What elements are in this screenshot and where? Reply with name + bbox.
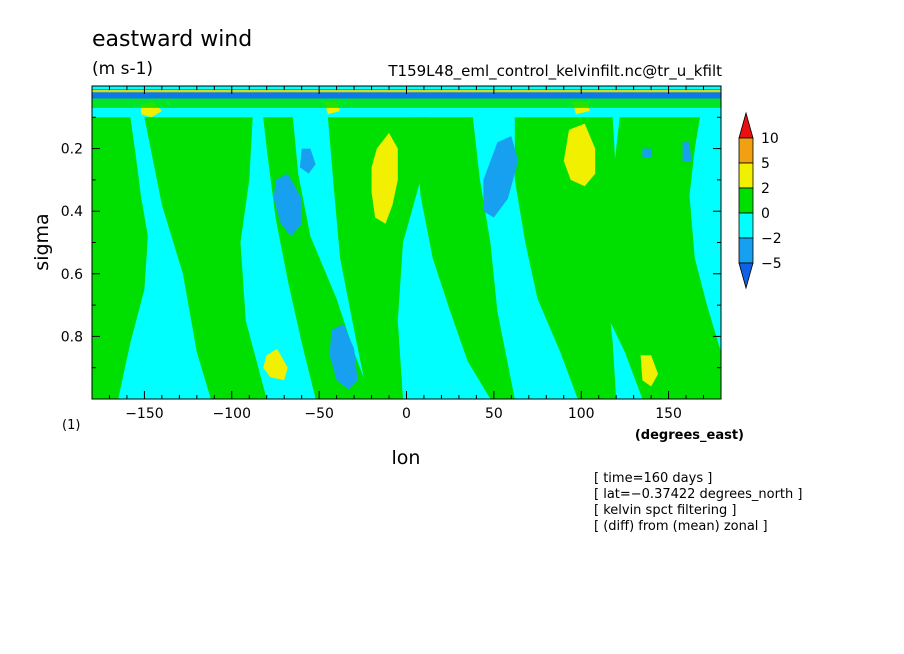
- colorbar-label: 2: [761, 181, 770, 197]
- colorbar: 10 5 2 0 −2 −5: [738, 111, 782, 290]
- contour-region-positive: [263, 348, 288, 381]
- colorbar-label: −2: [761, 231, 782, 247]
- colorbar-swatch: [738, 187, 754, 214]
- x-tick-label: 100: [568, 406, 595, 422]
- colorbar-extend-min: [738, 262, 754, 290]
- contour-region-positive: [415, 117, 515, 399]
- contour-region-positive: [327, 117, 428, 399]
- y-tick-label: 0.6: [61, 267, 83, 283]
- contour-region-positive: [371, 132, 398, 224]
- info-line: [ time=160 days ]: [594, 471, 712, 486]
- x-tick-label: 150: [655, 406, 682, 422]
- contour-regions: [92, 89, 721, 399]
- top-band: [92, 98, 721, 108]
- plot-area: −150 −100 −50 0 50 100 150 0.2 0.4 0.6 0.8: [61, 85, 722, 422]
- contour-region-negative: [682, 142, 692, 162]
- colorbar-label: 10: [761, 131, 779, 147]
- x-axis-units: (degrees_east): [635, 428, 744, 443]
- x-tick-label: −100: [213, 406, 251, 422]
- y-tick-label: 0.4: [61, 204, 83, 220]
- contour-region-negative: [642, 148, 652, 158]
- contour-region-positive: [514, 117, 617, 399]
- y-tick-label: 0.8: [61, 329, 83, 345]
- colorbar-swatch: [738, 162, 754, 189]
- contour-region-positive: [598, 117, 721, 399]
- contour-region-positive: [640, 355, 659, 387]
- colorbar-label: 0: [761, 206, 770, 222]
- colorbar-swatch: [738, 137, 754, 164]
- y-axis-label: sigma: [31, 213, 53, 270]
- contour-region-negative: [329, 323, 358, 390]
- x-tick-label: −50: [304, 406, 334, 422]
- x-axis: −150 −100 −50 0 50 100 150: [108, 86, 705, 422]
- colorbar-label: 5: [761, 156, 770, 172]
- y-axis: 0.2 0.4 0.6 0.8: [61, 116, 721, 400]
- info-line: [ kelvin spct filtering ]: [594, 503, 737, 518]
- contour-region-positive: [144, 117, 267, 399]
- chart-units: (m s-1): [92, 59, 153, 79]
- data-source: T159L48_eml_control_kelvinfilt.nc@tr_u_k…: [387, 62, 722, 81]
- colorbar-swatch: [738, 237, 754, 264]
- y-tick-label: 0.2: [61, 142, 83, 158]
- colorbar-extend-max: [738, 111, 754, 139]
- info-line: [ lat=−0.37422 degrees_north ]: [594, 487, 802, 502]
- colorbar-label: −5: [761, 256, 782, 272]
- contour-region-positive: [92, 117, 148, 399]
- info-block: [ time=160 days ] [ lat=−0.37422 degrees…: [594, 471, 802, 534]
- x-tick-label: 50: [485, 406, 503, 422]
- x-axis-label: lon: [392, 447, 421, 469]
- info-line: [ (diff) from (mean) zonal ]: [594, 519, 768, 534]
- contour-region-negative: [299, 148, 316, 174]
- x-tick-label: −150: [125, 406, 163, 422]
- contour-region-negative: [483, 136, 519, 218]
- colorbar-swatch: [738, 212, 754, 239]
- chart-title: eastward wind: [92, 27, 252, 52]
- contour-region-negative: [273, 173, 302, 237]
- contour-region-positive: [563, 123, 596, 187]
- x-tick-label: 0: [402, 406, 411, 422]
- corner-label: (1): [62, 418, 80, 433]
